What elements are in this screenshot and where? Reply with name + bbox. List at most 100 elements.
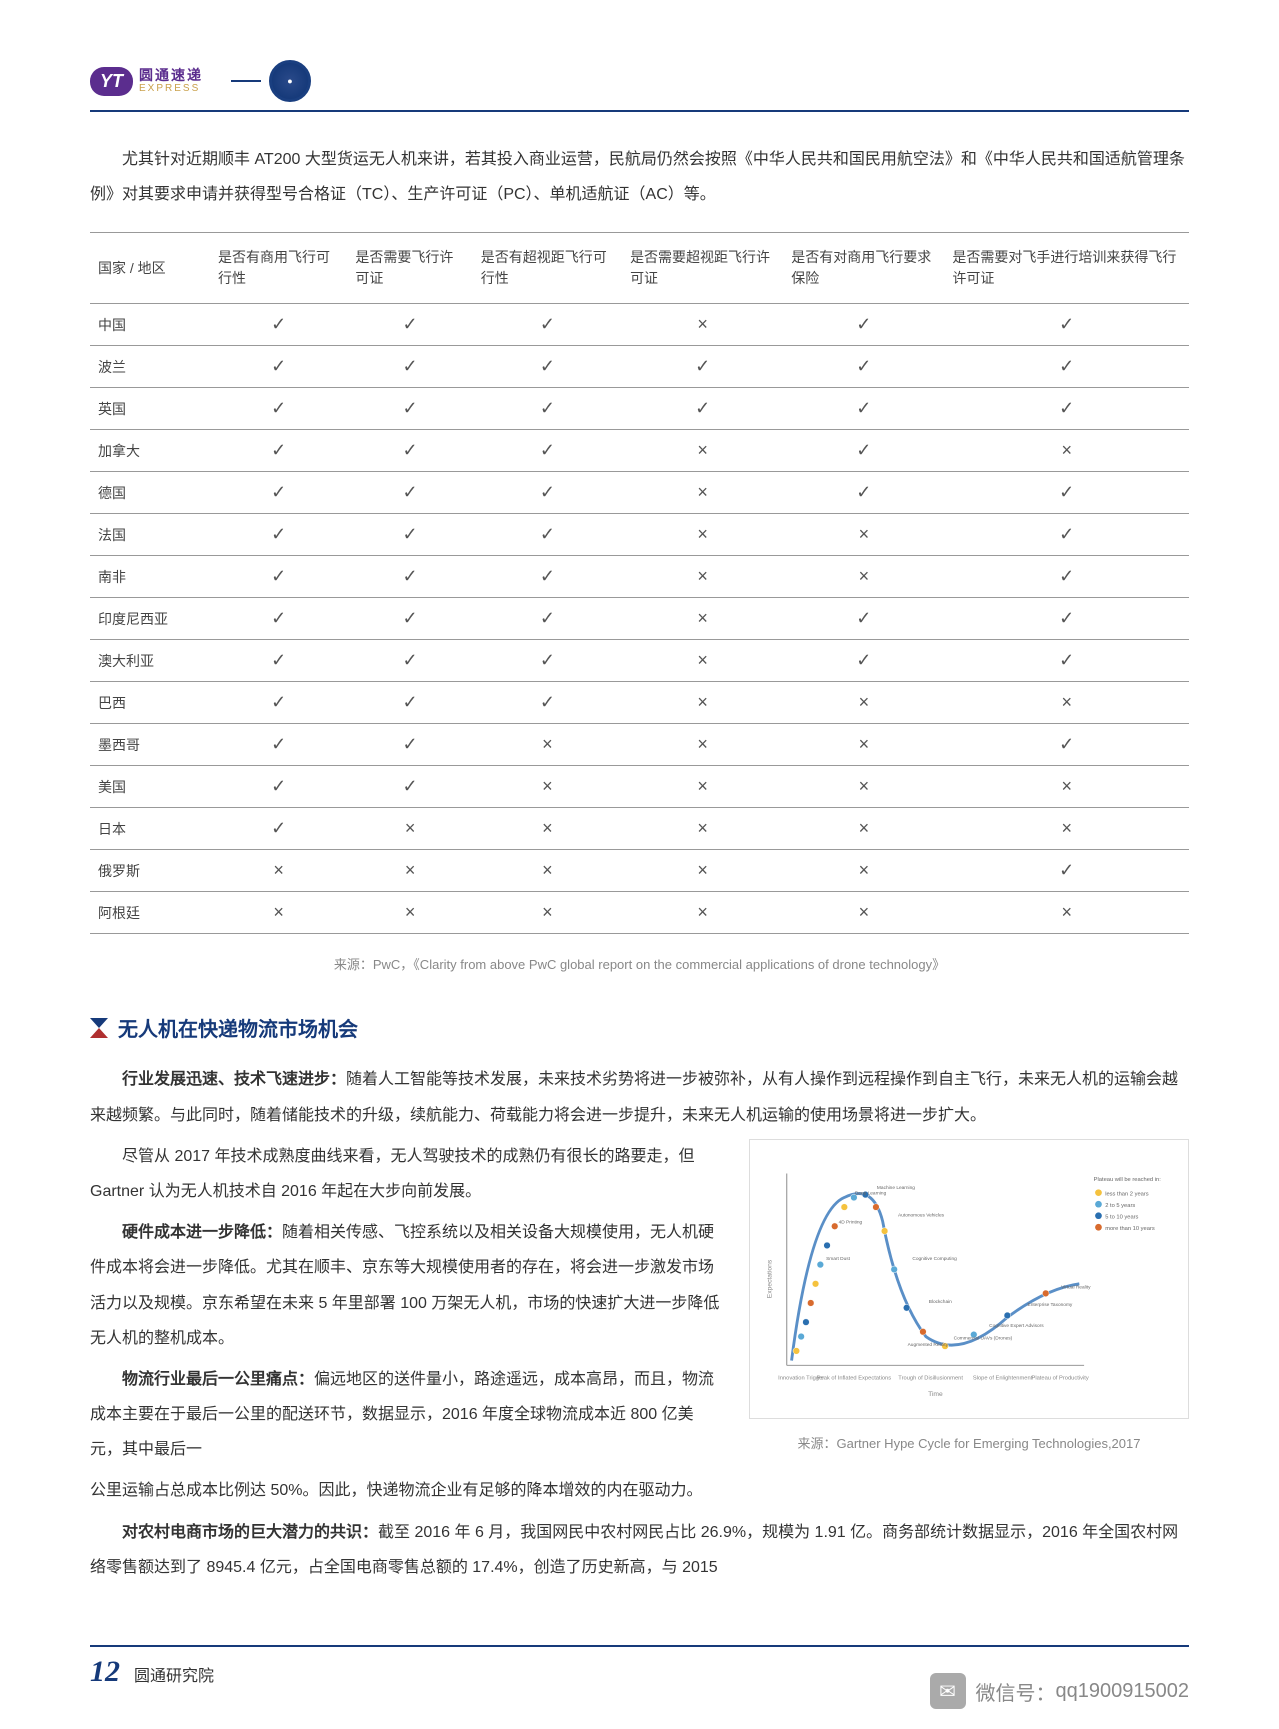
- mark-cell: ✓: [210, 724, 347, 766]
- mark-cell: ✓: [783, 304, 944, 346]
- mark-cell: ✓: [783, 598, 944, 640]
- country-cell: 日本: [90, 808, 210, 850]
- yto-logo-en: EXPRESS: [139, 83, 203, 94]
- footer-org: 圆通研究院: [134, 1662, 214, 1686]
- table-row: 德国✓✓✓×✓✓: [90, 472, 1189, 514]
- table-header-cell: 是否需要飞行许可证: [347, 233, 472, 304]
- svg-text:Enterprise Taxonomy: Enterprise Taxonomy: [1028, 1302, 1073, 1308]
- svg-text:5 to 10 years: 5 to 10 years: [1105, 1214, 1138, 1220]
- table-row: 英国✓✓✓✓✓✓: [90, 388, 1189, 430]
- mark-cell: ×: [783, 892, 944, 934]
- mark-cell: ✓: [944, 514, 1189, 556]
- table-header-cell: 是否有商用飞行可行性: [210, 233, 347, 304]
- mark-cell: ✓: [944, 388, 1189, 430]
- svg-text:Expectations: Expectations: [766, 1259, 773, 1298]
- svg-text:Machine Learning: Machine Learning: [877, 1185, 915, 1191]
- mark-cell: ✓: [347, 598, 472, 640]
- svg-text:Deep Learning: Deep Learning: [855, 1190, 887, 1196]
- table-row: 中国✓✓✓×✓✓: [90, 304, 1189, 346]
- watermark-label: 微信号：: [976, 1677, 1056, 1706]
- yto-logo: YT 圆通速递 EXPRESS: [90, 67, 203, 96]
- mark-cell: ✓: [944, 724, 1189, 766]
- svg-text:Trough of Disillusionment: Trough of Disillusionment: [898, 1375, 963, 1381]
- svg-text:Time: Time: [928, 1391, 943, 1398]
- mark-cell: ×: [622, 430, 783, 472]
- para-lead: 硬件成本进一步降低：: [122, 1224, 282, 1241]
- page-header: YT 圆通速递 EXPRESS ●: [90, 60, 1189, 112]
- watermark-value: qq1900915002: [1056, 1680, 1189, 1703]
- body-paragraph: 物流行业最后一公里痛点：偏远地区的送件量小，路途遥远，成本高昂，而且，物流成本主…: [90, 1362, 725, 1468]
- svg-text:Smart Dust: Smart Dust: [826, 1256, 851, 1262]
- mark-cell: ✓: [210, 346, 347, 388]
- svg-text:Slope of Enlightenment: Slope of Enlightenment: [973, 1375, 1033, 1381]
- mark-cell: ×: [622, 682, 783, 724]
- mark-cell: ×: [783, 682, 944, 724]
- mark-cell: ✓: [944, 556, 1189, 598]
- section-title-text: 无人机在快递物流市场机会: [118, 1013, 358, 1042]
- country-cell: 英国: [90, 388, 210, 430]
- mark-cell: ×: [622, 640, 783, 682]
- body-paragraph: 硬件成本进一步降低：随着相关传感、飞控系统以及相关设备大规模使用，无人机硬件成本…: [90, 1215, 725, 1356]
- mark-cell: ✓: [210, 682, 347, 724]
- mark-cell: ×: [622, 850, 783, 892]
- table-row: 波兰✓✓✓✓✓✓: [90, 346, 1189, 388]
- mark-cell: ✓: [347, 430, 472, 472]
- country-cell: 墨西哥: [90, 724, 210, 766]
- country-cell: 法国: [90, 514, 210, 556]
- mark-cell: ✓: [347, 472, 472, 514]
- mark-cell: ×: [622, 808, 783, 850]
- table-row: 印度尼西亚✓✓✓×✓✓: [90, 598, 1189, 640]
- mark-cell: ✓: [783, 472, 944, 514]
- mark-cell: ×: [473, 724, 622, 766]
- mark-cell: ✓: [473, 514, 622, 556]
- mark-cell: ✓: [210, 472, 347, 514]
- para-lead: 行业发展迅速、技术飞速进步：: [122, 1071, 346, 1088]
- table-header-cell: 是否有超视距飞行可行性: [473, 233, 622, 304]
- mark-cell: ✓: [473, 472, 622, 514]
- mark-cell: ×: [622, 598, 783, 640]
- mark-cell: ✓: [347, 640, 472, 682]
- mark-cell: ✓: [944, 304, 1189, 346]
- mark-cell: ×: [622, 724, 783, 766]
- country-cell: 德国: [90, 472, 210, 514]
- mark-cell: ✓: [347, 388, 472, 430]
- country-cell: 俄罗斯: [90, 850, 210, 892]
- mark-cell: ✓: [622, 388, 783, 430]
- svg-text:Augmented Reality: Augmented Reality: [908, 1342, 949, 1348]
- country-cell: 巴西: [90, 682, 210, 724]
- mark-cell: ✓: [783, 388, 944, 430]
- mark-cell: ✓: [347, 346, 472, 388]
- country-cell: 南非: [90, 556, 210, 598]
- mark-cell: ×: [473, 850, 622, 892]
- svg-text:Cognitive Expert Advisors: Cognitive Expert Advisors: [989, 1323, 1044, 1329]
- mark-cell: ×: [347, 808, 472, 850]
- mark-cell: ×: [622, 514, 783, 556]
- mark-cell: ×: [347, 892, 472, 934]
- mark-cell: ×: [622, 766, 783, 808]
- body-paragraph: 尽管从 2017 年技术成熟度曲线来看，无人驾驶技术的成熟仍有很长的路要走，但 …: [90, 1139, 725, 1209]
- table-row: 南非✓✓✓××✓: [90, 556, 1189, 598]
- mark-cell: ×: [783, 724, 944, 766]
- mark-cell: ✓: [473, 388, 622, 430]
- intro-paragraph: 尤其针对近期顺丰 AT200 大型货运无人机来讲，若其投入商业运营，民航局仍然会…: [90, 142, 1189, 212]
- mark-cell: ✓: [210, 556, 347, 598]
- mark-cell: ✓: [210, 304, 347, 346]
- institute-seal-icon: ●: [269, 60, 311, 102]
- svg-text:Commercial UAVs (Drones): Commercial UAVs (Drones): [954, 1335, 1013, 1341]
- regulations-table: 国家 / 地区是否有商用飞行可行性是否需要飞行许可证是否有超视距飞行可行性是否需…: [90, 232, 1189, 934]
- table-row: 美国✓✓××××: [90, 766, 1189, 808]
- body-paragraph: 行业发展迅速、技术飞速进步：随着人工智能等技术发展，未来技术劣势将进一步被弥补，…: [90, 1062, 1189, 1132]
- para-lead: 物流行业最后一公里痛点：: [122, 1371, 314, 1388]
- table-row: 法国✓✓✓××✓: [90, 514, 1189, 556]
- mark-cell: ×: [944, 682, 1189, 724]
- table-header-cell: 是否有对商用飞行要求保险: [783, 233, 944, 304]
- mark-cell: ×: [210, 892, 347, 934]
- mark-cell: ✓: [473, 556, 622, 598]
- mark-cell: ✓: [210, 808, 347, 850]
- mark-cell: ✓: [347, 304, 472, 346]
- mark-cell: ×: [473, 808, 622, 850]
- table-row: 阿根廷××××××: [90, 892, 1189, 934]
- hype-cycle-chart: Smart Dust4D PrintingDeep LearningMachin…: [749, 1139, 1189, 1419]
- mark-cell: ✓: [210, 766, 347, 808]
- mark-cell: ✓: [347, 682, 472, 724]
